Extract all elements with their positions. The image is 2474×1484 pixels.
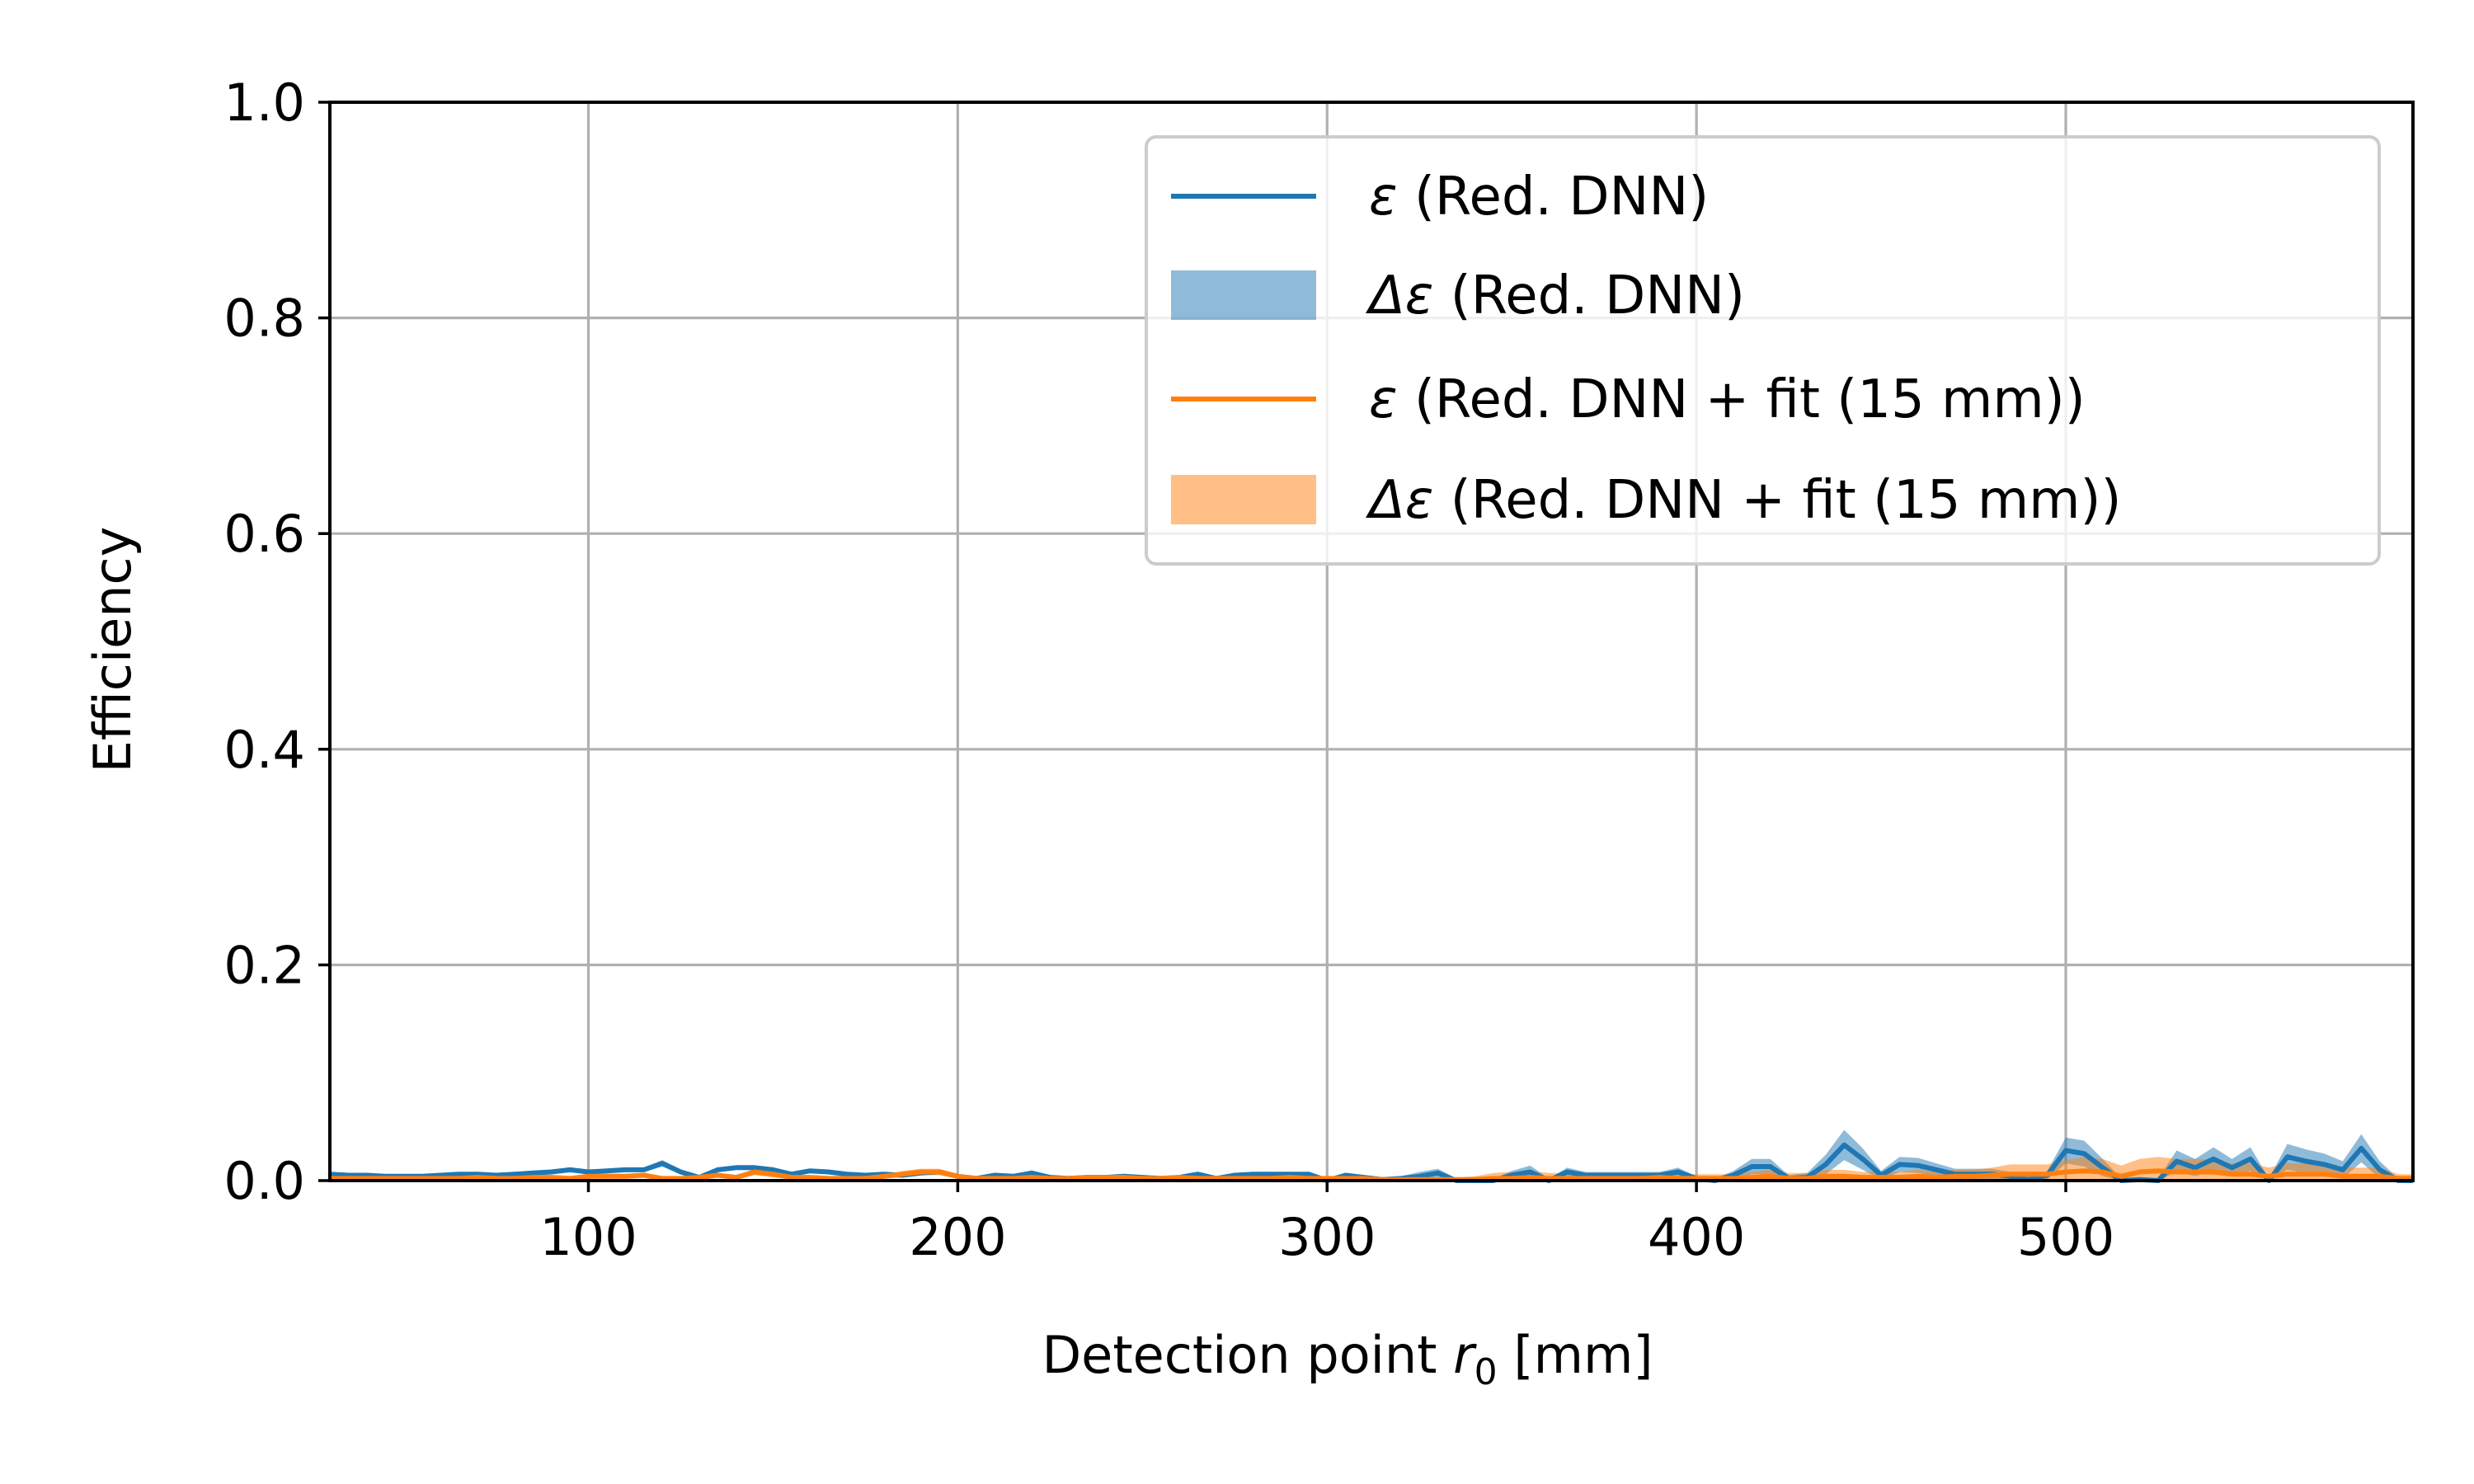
axes-frame	[328, 101, 2415, 1182]
legend-band-swatch	[1171, 270, 1316, 320]
y-tick-label: 0.6	[223, 504, 305, 564]
x-tick-label: 100	[539, 1207, 637, 1267]
x-axis-label: Detection point r0 [mm]	[1042, 1325, 1653, 1393]
y-axis-ticks: 0.0 0.2 0.4 0.6 0.8 1.0	[223, 73, 330, 1211]
legend-entry: Δε (Red. DNN)	[1365, 265, 1745, 326]
x-axis-label-sub: 0	[1475, 1351, 1498, 1393]
x-axis-label-suffix: [mm]	[1498, 1325, 1653, 1385]
legend-entry: Δε (Red. DNN + fit (15 mm))	[1365, 470, 2121, 531]
error-band-series-2	[330, 1157, 2413, 1181]
y-tick-label: 1.0	[223, 73, 305, 133]
y-tick-label: 0.0	[223, 1151, 305, 1211]
legend: ε (Red. DNN)Δε (Red. DNN)ε (Red. DNN + f…	[1145, 135, 2381, 566]
y-tick-label: 0.4	[223, 720, 305, 780]
x-axis-label-prefix: Detection point	[1042, 1325, 1453, 1385]
legend-entry-symbol: Δε	[1365, 470, 1433, 531]
legend-entry: ε (Red. DNN)	[1369, 167, 1709, 228]
legend-band-swatch	[1171, 475, 1316, 524]
legend-entry-text: (Red. DNN + fit (15 mm))	[1398, 369, 2086, 430]
legend-entry-text: (Red. DNN)	[1433, 265, 1745, 326]
x-tick-label: 200	[909, 1207, 1006, 1267]
legend-entry-symbol: Δε	[1365, 265, 1433, 326]
x-tick-label: 500	[2017, 1207, 2114, 1267]
x-axis-ticks: 100 200 300 400 500	[539, 1181, 2114, 1267]
y-tick-label: 0.2	[223, 935, 305, 995]
x-tick-label: 400	[1648, 1207, 1745, 1267]
legend-box	[1145, 135, 2381, 566]
y-axis-label: Efficiency	[82, 527, 143, 773]
legend-entry-symbol: ε	[1369, 369, 1398, 430]
legend-entry-text: (Red. DNN)	[1398, 167, 1710, 228]
legend-entry-symbol: ε	[1369, 167, 1398, 228]
legend-entry: ε (Red. DNN + fit (15 mm))	[1369, 369, 2086, 430]
legend-entry-text: (Red. DNN + fit (15 mm))	[1433, 470, 2121, 531]
x-axis-label-var: r	[1453, 1325, 1477, 1385]
y-tick-label: 0.8	[223, 289, 305, 349]
x-tick-label: 300	[1278, 1207, 1376, 1267]
